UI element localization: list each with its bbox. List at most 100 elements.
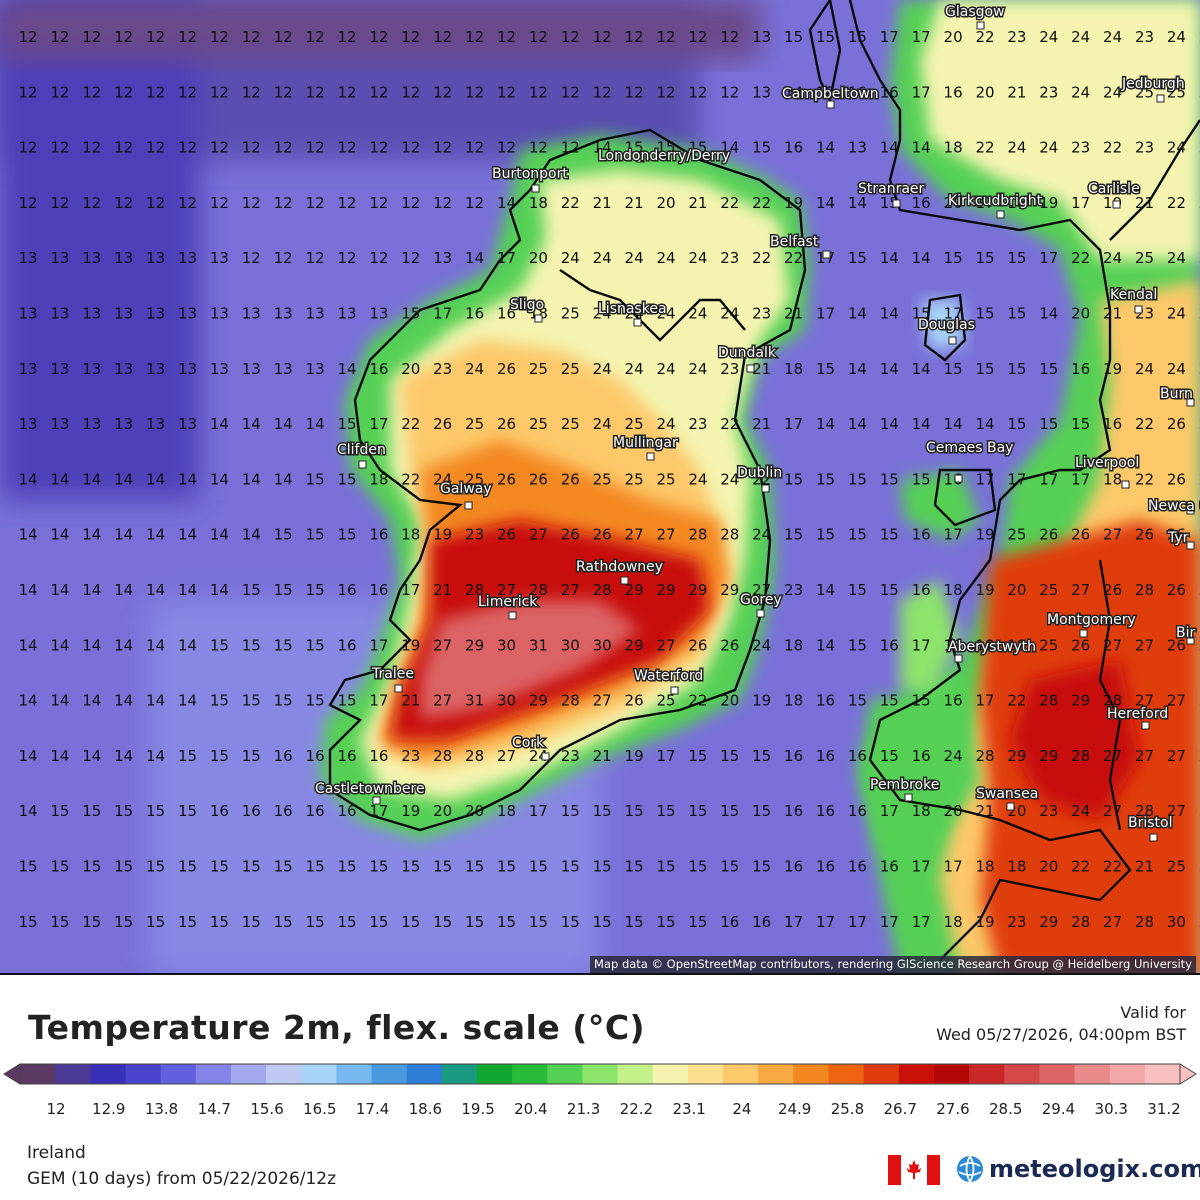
city-marker[interactable] [1186,398,1195,407]
city-label[interactable]: Burn [1159,385,1195,404]
city-marker[interactable] [633,318,642,327]
city-label[interactable]: Campbeltown [781,85,881,104]
city-label[interactable]: Waterford [633,667,705,686]
city-label[interactable]: Mullingar [612,434,680,453]
meteologix-logo[interactable]: meteologix.com [955,1152,1200,1186]
city-marker[interactable] [1006,802,1015,811]
city-label[interactable]: Newca und [1147,497,1200,516]
city-label[interactable]: Gorey [739,591,784,610]
city-marker[interactable] [1156,94,1165,103]
grid-value: 18 [944,581,963,599]
grid-value: 14 [880,305,899,323]
city-marker[interactable] [534,314,543,323]
city-label[interactable]: Sligo [509,296,546,315]
city-marker[interactable] [372,796,381,805]
grid-value: 20 [401,360,420,378]
city-label[interactable]: Aberystwyth [947,638,1038,657]
city-marker[interactable] [1121,480,1130,489]
grid-value: 15 [114,858,133,876]
city-marker[interactable] [541,752,550,761]
city-label[interactable]: Clifden [336,441,388,460]
city-marker[interactable] [508,611,517,620]
grid-value: 14 [880,139,899,157]
city-label[interactable]: Galway [439,480,494,499]
city-marker[interactable] [1134,305,1143,314]
temperature-map[interactable]: 12 12 12 12 12 12 12 12 12 12 12 12 12 12 12 12 12 12 12 12… [0,0,1200,975]
city-marker[interactable] [826,100,835,109]
grid-value: 12 [50,139,69,157]
city-label[interactable]: Liverpool [1074,454,1141,473]
city-marker[interactable] [1186,506,1195,515]
grid-value: 18 [529,305,548,323]
city-label[interactable]: Dublin [736,464,784,483]
city-label[interactable]: Tyr [1166,529,1191,548]
city-marker[interactable] [948,336,957,345]
city-marker[interactable] [620,576,629,585]
city-label[interactable]: Londonderry/Derry [597,147,732,166]
city-label[interactable]: Jedburgh [1120,75,1187,94]
city-marker[interactable] [646,452,655,461]
scale-swatch [512,1064,548,1084]
city-marker[interactable] [394,684,403,693]
grid-value: 16 [337,581,356,599]
city-marker[interactable] [954,474,963,483]
city-label[interactable]: Douglas [917,316,977,335]
grid-value: 27 [1135,636,1154,654]
city-marker[interactable] [1186,541,1195,550]
city-label[interactable]: Glasgow [944,3,1007,22]
city-marker[interactable] [996,210,1005,219]
grid-value: 18 [1007,858,1026,876]
city-label[interactable]: Bristol [1127,814,1175,833]
city-label[interactable]: Montgomery [1046,611,1138,630]
city-label[interactable]: Cork [511,734,547,753]
grid-value: 27 [1167,747,1186,765]
city-marker[interactable] [761,484,770,493]
city-label[interactable]: Limerick [477,593,540,612]
grid-value: 25 [625,470,644,488]
city-marker[interactable] [1079,629,1088,638]
city-marker[interactable] [358,460,367,469]
city-marker[interactable] [1112,200,1121,209]
city-marker[interactable] [1141,721,1150,730]
city-label[interactable]: Rathdowney [575,558,665,577]
city-label[interactable]: Carlisle [1087,180,1142,199]
city-marker[interactable] [746,364,755,373]
city-label[interactable]: Hereford [1106,705,1170,724]
city-label[interactable]: Bir [1175,624,1197,643]
grid-value: 14 [242,470,261,488]
grid-value: 15 [625,139,644,157]
grid-value: 17 [1071,470,1090,488]
city-label[interactable]: Castletownbere [314,780,427,799]
grid-value: 25 [1199,415,1200,433]
city-label[interactable]: Lisnaskea [597,300,669,319]
city-marker[interactable] [954,654,963,663]
grid-value: 15 [593,802,612,820]
city-label[interactable]: Dundalk [717,344,779,363]
city-label[interactable]: Swansea [975,785,1040,804]
city-marker[interactable] [1149,833,1158,842]
city-label[interactable]: Pembroke [869,776,941,795]
city-marker[interactable] [636,154,645,163]
city-label[interactable]: Cemaes Bay [925,439,1015,458]
city-marker[interactable] [531,184,540,193]
city-marker[interactable] [904,793,913,802]
grid-value: 22 [1103,858,1122,876]
city-marker[interactable] [1186,636,1195,645]
city-marker[interactable] [892,199,901,208]
grid-value: 23 [720,360,739,378]
city-label[interactable]: Belfast [769,233,821,252]
grid-value: 26 [593,526,612,544]
city-marker[interactable] [976,21,985,30]
grid-value: 12 [625,28,644,46]
map-attribution[interactable]: Map data © OpenStreetMap contributors, r… [590,956,1196,973]
city-label[interactable]: Kirkcudbright [947,192,1045,211]
city-label[interactable]: Kendal [1109,286,1159,305]
city-marker[interactable] [670,686,679,695]
city-marker[interactable] [756,609,765,618]
city-label[interactable]: Stranraer [857,180,927,199]
city-marker[interactable] [822,250,831,259]
city-marker[interactable] [464,501,473,510]
city-label[interactable]: Burtonport [491,165,570,184]
city-label[interactable]: Tralee [370,665,416,684]
grid-value: 15 [274,692,293,710]
